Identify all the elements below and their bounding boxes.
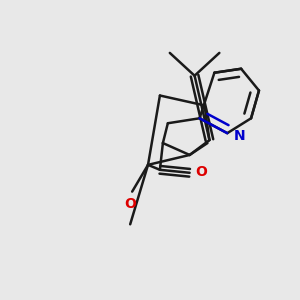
Text: N: N — [234, 128, 245, 142]
Text: O: O — [195, 165, 207, 179]
Text: O: O — [125, 197, 136, 211]
